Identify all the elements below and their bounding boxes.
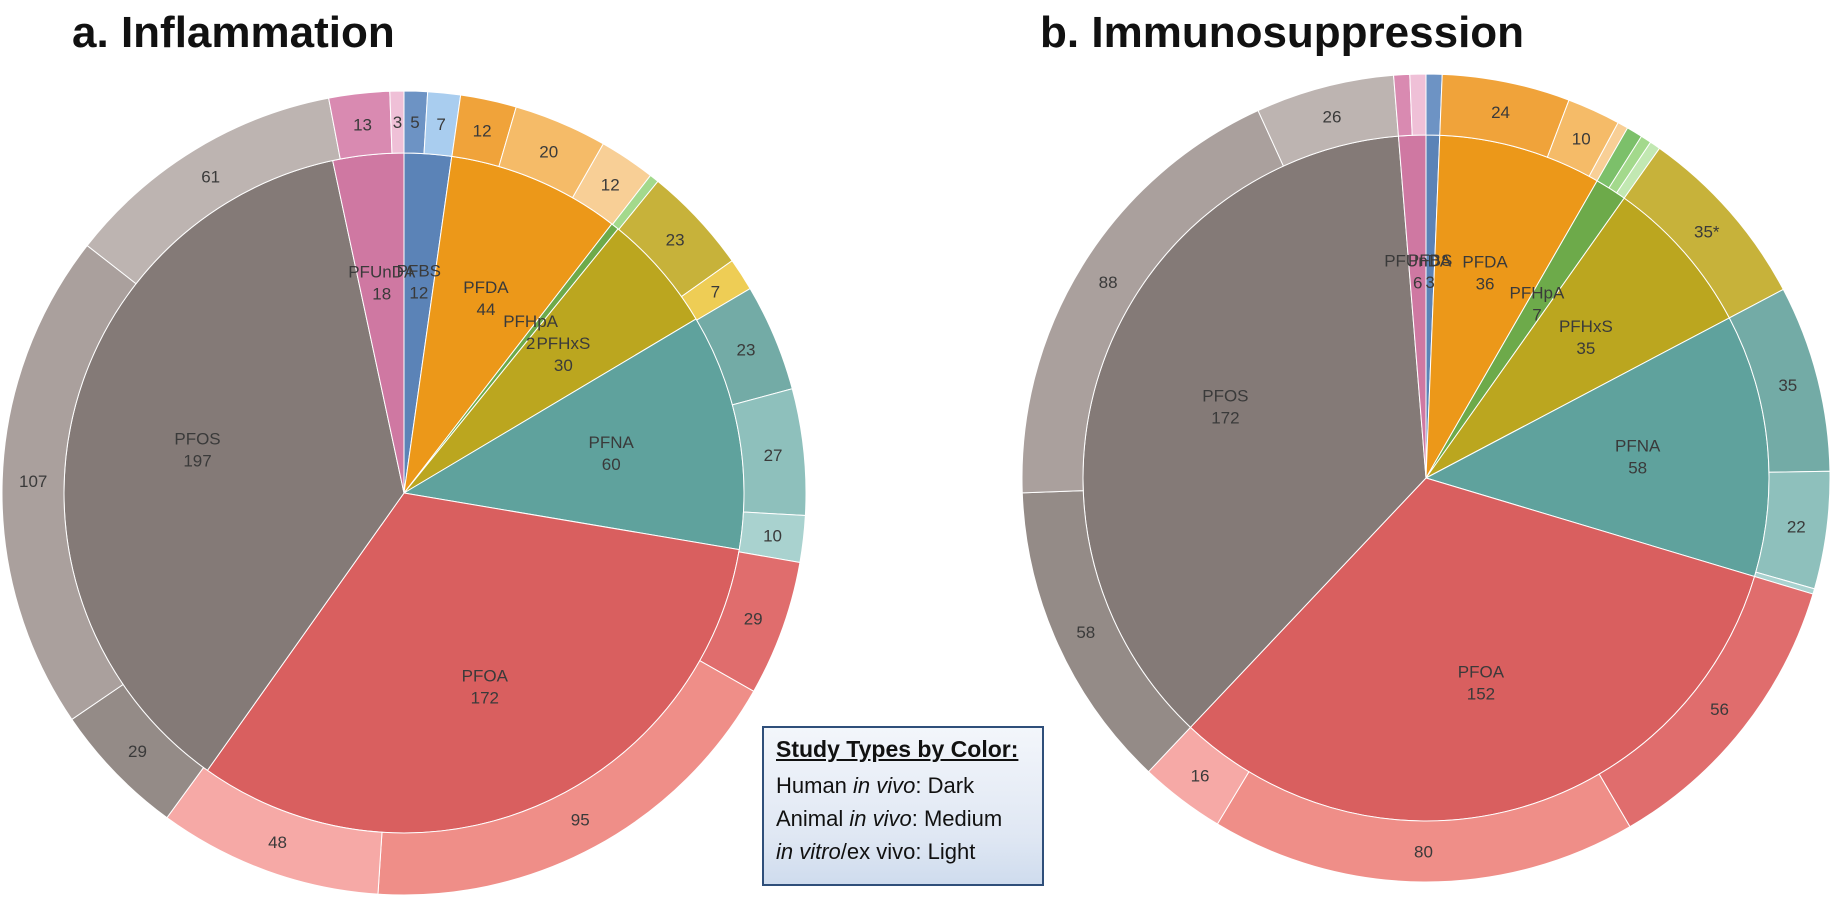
- chart-b-title: b. Immunosuppression: [1040, 8, 1524, 58]
- chart-a-outer-label-13: 48: [268, 833, 287, 852]
- chart-a-outer-label-14: 29: [128, 742, 147, 761]
- legend-row-animal: Animal in vivo: Medium: [776, 806, 1003, 831]
- chart-b-outer-label-9: 22: [1787, 518, 1806, 537]
- chart-a-title: a. Inflammation: [72, 8, 395, 58]
- chart-a-outer-label-6: 23: [666, 231, 685, 250]
- chart-a-label-pfhxs: PFHxS: [536, 334, 590, 353]
- chart-b-letter: b.: [1040, 8, 1080, 57]
- chart-b-value-pfoa: 152: [1467, 684, 1495, 703]
- chart-a-inflammation: PFBS 12 PFDA 44 PFHpA 2 PFHxS 30 PFNA 60 PFOA 172 PF…: [1, 90, 807, 896]
- chart-b-label-pfbs: PFBS: [1408, 251, 1452, 270]
- legend-row-invitro: in vitro/ex vivo: Light: [776, 839, 976, 864]
- chart-a-label-pfbs: PFBS: [397, 262, 441, 281]
- chart-a-title-text: Inflammation: [120, 8, 395, 57]
- chart-b-value-pfna: 58: [1628, 458, 1647, 477]
- chart-a-value-pfhpa: 2: [526, 334, 535, 353]
- chart-a-outer-label-7: 7: [711, 282, 720, 301]
- chart-a-outer-label-2: 12: [473, 121, 492, 140]
- chart-b-title-text: Immunosuppression: [1091, 8, 1525, 57]
- chart-b-label-pfda: PFDA: [1462, 253, 1508, 272]
- chart-a-value-pfunda: 18: [372, 284, 391, 303]
- chart-a-outer-segment-18: [389, 90, 405, 154]
- chart-a-outer-label-8: 23: [737, 340, 756, 359]
- chart-a-outer-label-11: 29: [744, 609, 763, 628]
- chart-b-label-pfunda: PFUnDA: [1384, 251, 1452, 270]
- chart-a-outer-label-10: 10: [763, 527, 782, 546]
- chart-a-label-pfos: PFOS: [174, 430, 220, 449]
- chart-b-outer-label-8: 35: [1778, 376, 1797, 395]
- chart-b-outer-label-14: 58: [1076, 623, 1095, 642]
- chart-b-outer-label-13: 16: [1191, 766, 1210, 785]
- chart-b-label-pfhxs: PFHxS: [1559, 317, 1613, 336]
- chart-a-outer-label-12: 95: [571, 810, 590, 829]
- study-type-legend: Study Types by Color: Human in vivo: Dar…: [762, 726, 1044, 886]
- chart-b-outer-label-12: 80: [1414, 842, 1433, 861]
- chart-a-label-pfunda: PFUnDA: [348, 262, 416, 281]
- chart-a-value-pfbs: 12: [409, 284, 428, 303]
- chart-b-outer-label-11: 56: [1710, 700, 1729, 719]
- chart-a-value-pfda: 44: [476, 300, 495, 319]
- chart-b-value-pfhpa: 7: [1532, 306, 1541, 325]
- chart-b-value-pfbs: 3: [1425, 273, 1434, 292]
- chart-a-value-pfna: 60: [602, 455, 621, 474]
- chart-b-outer-label-16: 26: [1322, 108, 1341, 127]
- chart-a-label-pfoa: PFOA: [462, 667, 509, 686]
- chart-b-label-pfoa: PFOA: [1458, 662, 1505, 681]
- chart-b-value-pfhxs: 35: [1576, 339, 1595, 358]
- chart-b-label-pfos: PFOS: [1202, 386, 1248, 405]
- chart-a-outer-label-9: 27: [764, 446, 783, 465]
- chart-a-outer-label-16: 61: [201, 167, 220, 186]
- chart-a-value-pfoa: 172: [471, 689, 499, 708]
- chart-a-outer-label-0: 5: [410, 113, 419, 132]
- chart-a-outer-label-18: 3: [393, 113, 402, 132]
- chart-b-outer-label-2: 10: [1572, 129, 1591, 148]
- chart-a-label-pfhpa: PFHpA: [503, 312, 558, 331]
- legend-row-human: Human in vivo: Dark: [776, 773, 975, 798]
- chart-b-label-pfna: PFNA: [1615, 436, 1661, 455]
- chart-b-value-pfunda: 6: [1413, 273, 1422, 292]
- chart-a-label-pfna: PFNA: [589, 433, 635, 452]
- chart-a-outer-label-3: 20: [539, 142, 558, 161]
- chart-a-outer-label-17: 13: [353, 115, 372, 134]
- chart-b-immunosuppression: PFBS 3 PFDA 36 PFHpA 7 PFHxS 35 PFNA 58 PFOA 152 PFO…: [1021, 73, 1831, 883]
- legend-title: Study Types by Color:: [776, 736, 1019, 762]
- chart-b-outer-label-7: 35*: [1694, 223, 1720, 242]
- chart-b-value-pfos: 172: [1211, 408, 1239, 427]
- chart-a-outer-label-1: 7: [436, 115, 445, 134]
- chart-a-outer-label-4: 12: [601, 176, 620, 195]
- chart-a-letter: a.: [72, 8, 109, 57]
- chart-b-value-pfda: 36: [1476, 275, 1495, 294]
- chart-a-value-pfhxs: 30: [554, 356, 573, 375]
- chart-b-outer-segment-18: [1409, 73, 1427, 136]
- chart-a-outer-label-15: 107: [19, 472, 47, 491]
- chart-b-outer-label-15: 88: [1099, 273, 1118, 292]
- chart-a-value-pfos: 197: [183, 452, 211, 471]
- chart-a-label-pfda: PFDA: [463, 278, 509, 297]
- chart-b-outer-label-1: 24: [1491, 103, 1510, 122]
- chart-b-label-pfhpa: PFHpA: [1510, 284, 1565, 303]
